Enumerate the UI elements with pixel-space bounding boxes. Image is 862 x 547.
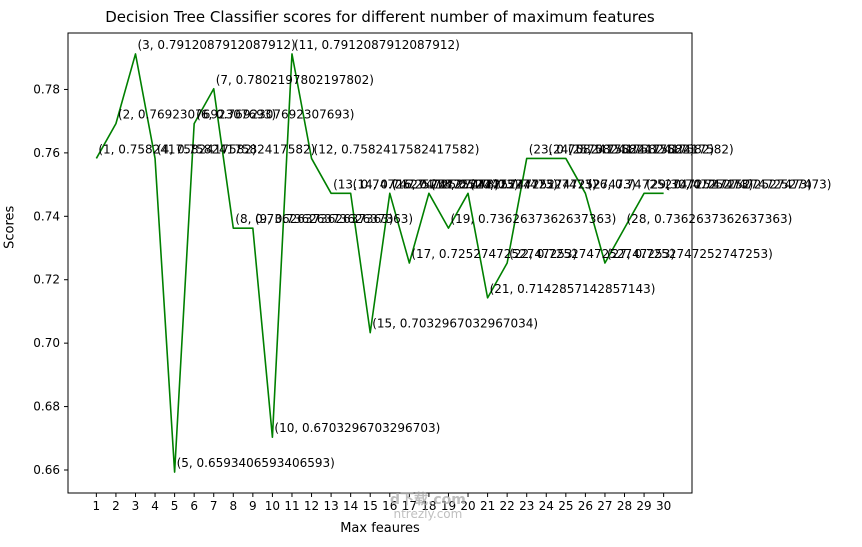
point-annotation: (18, 0.7472527472527473): [431, 177, 597, 191]
point-annotation: (29, 0.7472527472527473): [646, 177, 812, 191]
point-annotation: (28, 0.7362637362637363): [627, 212, 793, 226]
y-tick-label: 0.76: [33, 146, 60, 160]
x-tick-label: 27: [597, 499, 612, 513]
point-annotation: (9, 0.7362637362637363): [255, 212, 413, 226]
x-tick-label: 13: [323, 499, 338, 513]
point-annotation: (3, 0.7912087912087912): [137, 38, 295, 52]
x-tick-label: 16: [382, 499, 397, 513]
y-axis-label: Scores: [2, 205, 18, 249]
point-annotation: (25, 0.7582417582417582): [568, 142, 734, 156]
x-axis-label: Max feaures: [340, 521, 420, 536]
x-tick-label: 21: [480, 499, 495, 513]
point-annotation: (24, 0.7582417582417582): [548, 142, 714, 156]
score-line: [95, 53, 664, 473]
x-tick-label: 9: [249, 499, 257, 513]
point-annotation: (11, 0.7912087912087912): [294, 38, 460, 52]
x-tick-label: 3: [132, 499, 140, 513]
x-tick-label: 19: [441, 499, 456, 513]
x-tick-label: 11: [284, 499, 299, 513]
point-annotation: (30, 0.7472527472527473): [666, 177, 832, 191]
x-tick-label: 22: [500, 499, 515, 513]
x-tick-label: 18: [421, 499, 436, 513]
chart-title: Decision Tree Classifier scores for diff…: [105, 8, 655, 26]
point-annotation: (7, 0.7802197802197802): [216, 73, 374, 87]
y-tick-label: 0.66: [33, 463, 60, 477]
x-tick-label: 6: [190, 499, 198, 513]
point-annotation: (14, 0.7472527472527473): [353, 177, 519, 191]
x-tick-label: 26: [578, 499, 593, 513]
x-tick-label: 10: [265, 499, 280, 513]
x-tick-label: 24: [539, 499, 554, 513]
x-tick-label: 20: [460, 499, 475, 513]
point-annotation: (23, 0.7582417582417582): [529, 142, 695, 156]
point-annotation: (6, 0.7692307692307693): [196, 108, 354, 122]
point-annotation: (20, 0.7472527472527473): [470, 177, 636, 191]
y-tick-label: 0.78: [33, 82, 60, 96]
point-annotation: (12, 0.7582417582417582): [314, 142, 480, 156]
y-tick-label: 0.74: [33, 209, 60, 223]
point-annotation: (27, 0.7252747252747253): [607, 247, 773, 261]
point-annotation: (8, 0.7362637362637363): [235, 212, 393, 226]
point-annotation: (15, 0.7032967032967034): [372, 317, 538, 331]
axes-spines: [67, 32, 693, 494]
x-tick-label: 7: [210, 499, 218, 513]
point-annotation: (10, 0.6703296703296703): [274, 421, 440, 435]
y-tick-label: 0.68: [33, 400, 60, 414]
x-tick-label: 23: [519, 499, 534, 513]
x-tick-label: 25: [558, 499, 573, 513]
x-tick-label: 17: [402, 499, 417, 513]
point-annotation: (26, 0.7472527472527473): [587, 177, 753, 191]
point-annotation: (13, 0.7472527472527473): [333, 177, 499, 191]
point-annotation: (5, 0.6593406593406593): [177, 456, 335, 470]
point-annotation: (16, 0.7472527472527473): [392, 177, 558, 191]
point-annotation: (1, 0.7582417582417582): [98, 142, 256, 156]
x-tick-label: 5: [171, 499, 179, 513]
point-annotation: (2, 0.7692307692307693): [118, 108, 276, 122]
x-tick-label: 2: [112, 499, 120, 513]
y-tick-label: 0.70: [33, 336, 60, 350]
x-tick-label: 12: [304, 499, 319, 513]
point-annotation: (22, 0.7252747252747253): [509, 247, 675, 261]
point-annotation: (4, 0.7582417582417582): [157, 142, 315, 156]
x-tick-label: 30: [656, 499, 671, 513]
x-tick-label: 14: [343, 499, 358, 513]
x-tick-label: 28: [617, 499, 632, 513]
x-tick-label: 4: [151, 499, 159, 513]
point-annotation: (17, 0.7252747252747253): [411, 247, 577, 261]
x-tick-label: 8: [229, 499, 237, 513]
point-annotation: (19, 0.7362637362637363): [450, 212, 616, 226]
y-tick-label: 0.72: [33, 273, 60, 287]
x-tick-label: 15: [363, 499, 378, 513]
x-tick-label: 29: [636, 499, 651, 513]
x-tick-label: 1: [93, 499, 101, 513]
point-annotation: (21, 0.7142857142857143): [490, 282, 656, 296]
